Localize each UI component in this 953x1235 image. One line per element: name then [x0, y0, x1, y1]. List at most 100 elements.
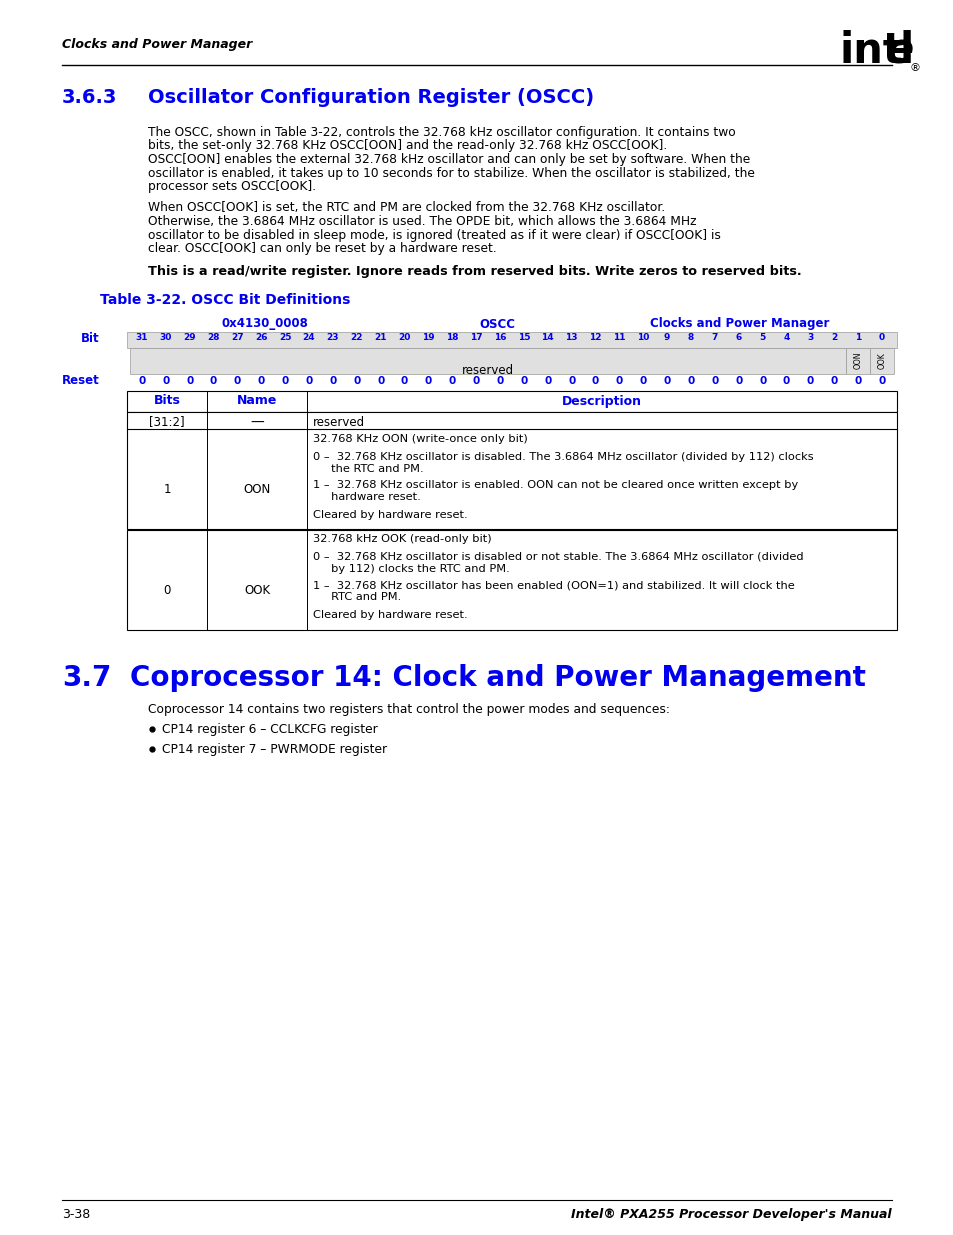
- Text: 16: 16: [494, 333, 506, 342]
- Text: 29: 29: [183, 333, 195, 342]
- Text: 13: 13: [565, 333, 578, 342]
- Text: 5: 5: [759, 333, 765, 342]
- Text: Intel® PXA255 Processor Developer's Manual: Intel® PXA255 Processor Developer's Manu…: [571, 1208, 891, 1221]
- Text: Clocks and Power Manager: Clocks and Power Manager: [62, 38, 252, 51]
- Text: clear. OSCC[OOK] can only be reset by a hardware reset.: clear. OSCC[OOK] can only be reset by a …: [148, 242, 497, 254]
- Text: 0: 0: [257, 375, 265, 385]
- Text: 1 –  32.768 KHz oscillator has been enabled (OON=1) and stabilized. It will cloc: 1 – 32.768 KHz oscillator has been enabl…: [313, 580, 794, 590]
- Text: 0: 0: [616, 375, 622, 385]
- Text: 0x4130_0008: 0x4130_0008: [221, 317, 308, 331]
- Text: 27: 27: [231, 333, 244, 342]
- Text: 15: 15: [517, 333, 530, 342]
- Text: 30: 30: [159, 333, 172, 342]
- Text: by 112) clocks the RTC and PM.: by 112) clocks the RTC and PM.: [313, 563, 509, 573]
- Text: Description: Description: [561, 394, 641, 408]
- Text: 0: 0: [591, 375, 598, 385]
- Text: 22: 22: [350, 333, 363, 342]
- Bar: [130, 347, 845, 373]
- Text: 0: 0: [663, 375, 670, 385]
- Text: 14: 14: [541, 333, 554, 342]
- Text: the RTC and PM.: the RTC and PM.: [313, 463, 423, 473]
- Text: 0: 0: [448, 375, 456, 385]
- Text: Bits: Bits: [153, 394, 180, 408]
- Text: 18: 18: [446, 333, 458, 342]
- Text: 0: 0: [186, 375, 193, 385]
- Bar: [845, 347, 869, 373]
- Text: OSCC: OSCC: [478, 317, 515, 331]
- Bar: [127, 331, 896, 347]
- Text: reserved: reserved: [313, 415, 365, 429]
- Text: l: l: [899, 30, 913, 72]
- Text: 11: 11: [613, 333, 625, 342]
- Text: 2: 2: [830, 333, 837, 342]
- Text: OOK: OOK: [877, 352, 885, 369]
- Text: Coprocessor 14: Clock and Power Management: Coprocessor 14: Clock and Power Manageme…: [130, 664, 865, 693]
- Text: Bit: Bit: [81, 332, 100, 346]
- Text: 31: 31: [135, 333, 148, 342]
- Bar: [127, 391, 896, 411]
- Text: 0: 0: [735, 375, 741, 385]
- Text: ®: ®: [909, 63, 920, 73]
- Text: 0: 0: [711, 375, 718, 385]
- Text: Reset: Reset: [62, 374, 100, 388]
- Text: 0: 0: [806, 375, 813, 385]
- Text: processor sets OSCC[OOK].: processor sets OSCC[OOK].: [148, 180, 315, 193]
- Text: Otherwise, the 3.6864 MHz oscillator is used. The OPDE bit, which allows the 3.6: Otherwise, the 3.6864 MHz oscillator is …: [148, 215, 696, 228]
- Text: 19: 19: [421, 333, 435, 342]
- Text: 0: 0: [878, 333, 884, 342]
- Bar: [127, 530, 896, 630]
- Text: 0: 0: [281, 375, 289, 385]
- Text: 0: 0: [854, 375, 861, 385]
- Text: 10: 10: [637, 333, 649, 342]
- Text: 1: 1: [163, 483, 171, 496]
- Text: 3-38: 3-38: [62, 1208, 91, 1221]
- Text: CP14 register 7 – PWRMODE register: CP14 register 7 – PWRMODE register: [162, 742, 387, 756]
- Text: 1 –  32.768 KHz oscillator is enabled. OON can not be cleared once written excep: 1 – 32.768 KHz oscillator is enabled. OO…: [313, 480, 798, 490]
- Text: 0: 0: [759, 375, 765, 385]
- Text: 28: 28: [207, 333, 219, 342]
- Text: 0: 0: [400, 375, 408, 385]
- Text: 9: 9: [663, 333, 670, 342]
- Bar: [127, 430, 896, 530]
- Text: 17: 17: [470, 333, 482, 342]
- Text: 0: 0: [163, 583, 171, 597]
- Text: 24: 24: [302, 333, 315, 342]
- Text: oscillator is enabled, it takes up to 10 seconds for to stabilize. When the osci: oscillator is enabled, it takes up to 10…: [148, 167, 754, 179]
- Text: 0: 0: [329, 375, 336, 385]
- Text: RTC and PM.: RTC and PM.: [313, 593, 401, 603]
- Text: This is a read/write register. Ignore reads from reserved bits. Write zeros to r: This is a read/write register. Ignore re…: [148, 266, 801, 279]
- Text: Oscillator Configuration Register (OSCC): Oscillator Configuration Register (OSCC): [148, 88, 594, 107]
- Text: 0: 0: [162, 375, 170, 385]
- Text: 4: 4: [782, 333, 789, 342]
- Bar: [869, 347, 893, 373]
- Text: —: —: [250, 415, 264, 430]
- Text: 0: 0: [830, 375, 837, 385]
- Text: reserved: reserved: [461, 364, 514, 378]
- Text: The OSCC, shown in Table 3-22, controls the 32.768 kHz oscillator configuration.: The OSCC, shown in Table 3-22, controls …: [148, 126, 735, 140]
- Text: 0: 0: [878, 375, 884, 385]
- Text: 12: 12: [589, 333, 601, 342]
- Text: 0: 0: [543, 375, 551, 385]
- Text: 0: 0: [567, 375, 575, 385]
- Text: 0: 0: [305, 375, 313, 385]
- Text: 7: 7: [711, 333, 718, 342]
- Text: 0: 0: [639, 375, 646, 385]
- Text: 3.7: 3.7: [62, 664, 112, 693]
- Text: 3.6.3: 3.6.3: [62, 88, 117, 107]
- Text: Name: Name: [236, 394, 277, 408]
- Text: Clocks and Power Manager: Clocks and Power Manager: [650, 317, 829, 331]
- Text: 0: 0: [210, 375, 217, 385]
- Text: 0: 0: [138, 375, 146, 385]
- Text: e: e: [885, 30, 913, 72]
- Text: 23: 23: [326, 333, 339, 342]
- Text: CP14 register 6 – CCLKCFG register: CP14 register 6 – CCLKCFG register: [162, 722, 377, 736]
- Text: int: int: [840, 30, 902, 72]
- Text: 0: 0: [782, 375, 789, 385]
- Text: 0: 0: [353, 375, 360, 385]
- Text: Coprocessor 14 contains two registers that control the power modes and sequences: Coprocessor 14 contains two registers th…: [148, 703, 669, 715]
- Text: OSCC[OON] enables the external 32.768 kHz oscillator and can only be set by soft: OSCC[OON] enables the external 32.768 kH…: [148, 153, 749, 165]
- Text: 0: 0: [687, 375, 694, 385]
- Text: 3: 3: [806, 333, 813, 342]
- Text: bits, the set-only 32.768 KHz OSCC[OON] and the read-only 32.768 kHz OSCC[OOK].: bits, the set-only 32.768 KHz OSCC[OON] …: [148, 140, 666, 152]
- Text: [31:2]: [31:2]: [149, 415, 185, 429]
